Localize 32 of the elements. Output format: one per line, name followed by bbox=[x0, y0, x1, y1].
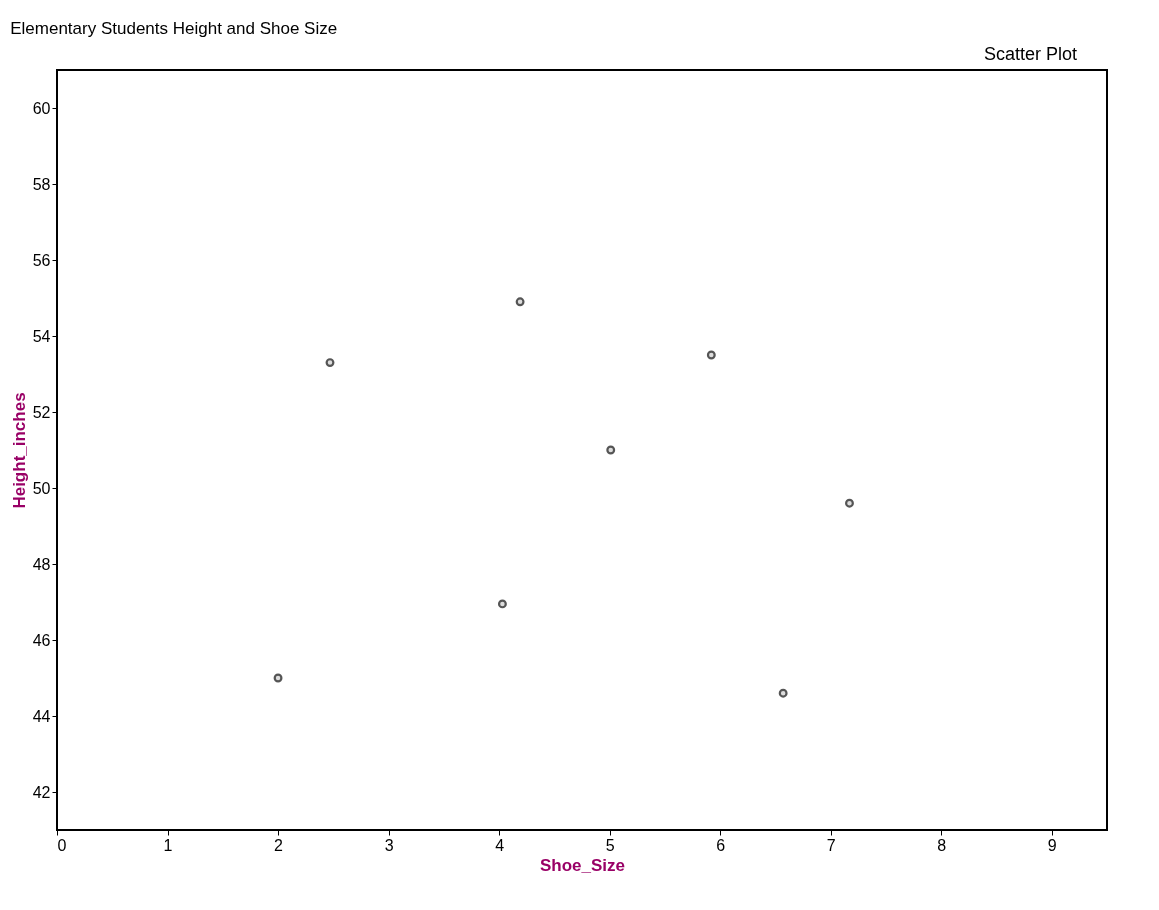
point bbox=[706, 350, 716, 360]
chart-title: Elementary Students Height and Shoe Size bbox=[10, 19, 338, 38]
point bbox=[606, 445, 616, 455]
point bbox=[515, 297, 525, 307]
x-tick-label: 3 bbox=[384, 836, 394, 854]
x-tick-label: 8 bbox=[937, 836, 947, 854]
point bbox=[325, 358, 335, 368]
point bbox=[845, 498, 854, 508]
point bbox=[497, 599, 507, 609]
y-tick-label: 54 bbox=[32, 327, 51, 345]
x-axis-title: Shoe_Size bbox=[539, 855, 626, 875]
x-tick-label: 7 bbox=[826, 836, 836, 854]
x-tick-label: 6 bbox=[716, 836, 726, 854]
y-tick-label: 50 bbox=[32, 479, 51, 497]
y-tick-label: 48 bbox=[32, 555, 51, 573]
x-tick-label: 9 bbox=[1047, 836, 1057, 854]
y-tick-label: 44 bbox=[32, 707, 51, 725]
y-tick-label: 60 bbox=[32, 99, 51, 117]
point bbox=[778, 688, 788, 698]
y-tick-label: 56 bbox=[32, 251, 51, 269]
x-tick-label: 5 bbox=[605, 836, 615, 854]
y-tick-label: 42 bbox=[32, 783, 51, 801]
y-tick-label: 52 bbox=[32, 403, 51, 421]
y-axis-title: Height_inches bbox=[9, 392, 29, 509]
text: Scatter Plot bbox=[983, 44, 1077, 64]
y-tick-label: 46 bbox=[32, 631, 51, 649]
point bbox=[273, 673, 283, 683]
y-tick-label: 58 bbox=[32, 175, 51, 193]
x-tick-label: 1 bbox=[163, 836, 173, 854]
x-tick-label: 4 bbox=[495, 836, 505, 854]
x-tick-label: 2 bbox=[274, 836, 284, 854]
x-tick-label: 0 bbox=[57, 836, 67, 854]
